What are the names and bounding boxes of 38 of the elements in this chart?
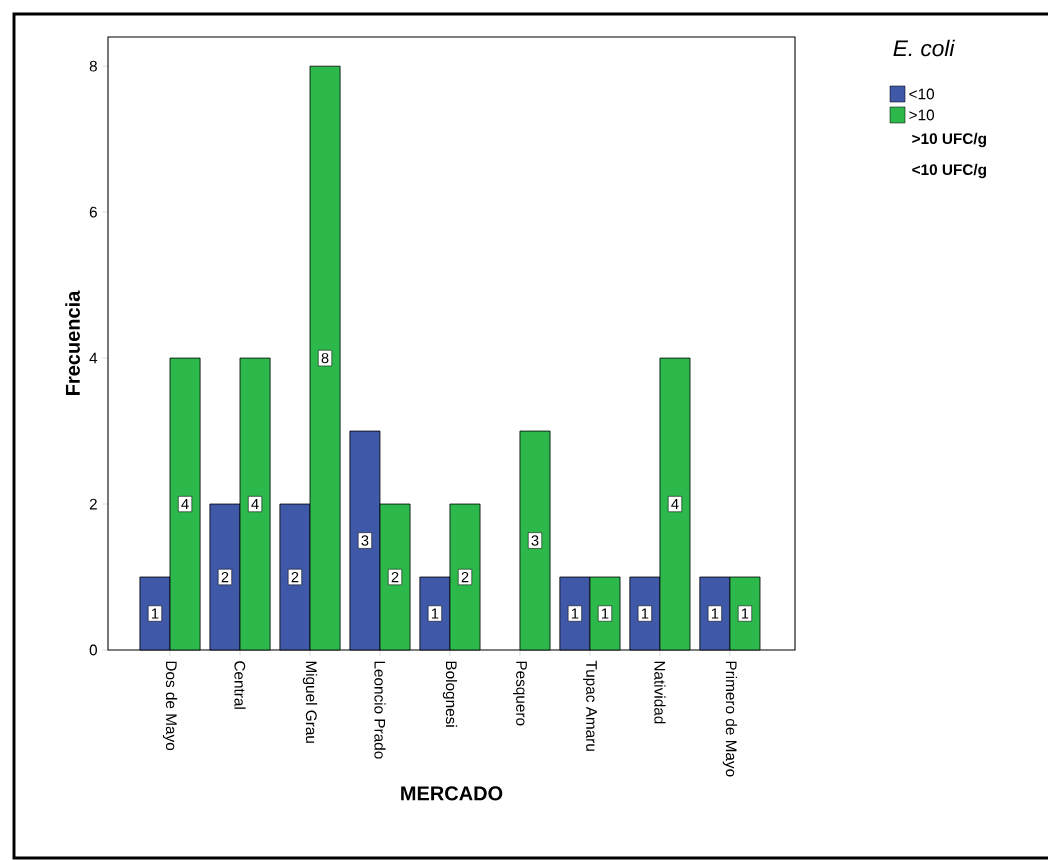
y-tick-label: 2: [89, 498, 97, 510]
data-label: 2: [461, 571, 469, 583]
data-label: 1: [602, 608, 609, 619]
data-label: 1: [431, 608, 439, 619]
data-label: 8: [321, 352, 329, 364]
x-tick-label: Tupac Amaru: [583, 660, 597, 751]
x-tick-label: Pesquero: [513, 661, 527, 726]
x-tick-label: Miguel Grau: [302, 661, 318, 743]
x-axis-title: MERCADO: [401, 786, 503, 801]
data-label: 3: [531, 535, 539, 546]
legend-title: E. coli: [893, 39, 955, 57]
x-tick-label: Leoncio Prado: [374, 661, 386, 759]
data-label: 1: [711, 608, 719, 619]
data-label: 4: [251, 499, 259, 510]
data-label: 4: [181, 499, 189, 510]
data-label: 2: [291, 571, 299, 583]
x-tick-label: Natividad: [654, 661, 666, 724]
data-label: 2: [391, 571, 399, 583]
data-label: 4: [671, 499, 679, 510]
data-label: 1: [741, 608, 749, 619]
y-tick-label: 4: [89, 352, 98, 364]
x-tick-label: Dos de Mayo: [162, 661, 178, 751]
x-tick-label: Central: [234, 661, 246, 709]
legend-label: >10: [909, 109, 935, 121]
text: <10 UFC/g: [912, 163, 986, 179]
y-tick-label: 8: [89, 60, 97, 72]
data-label: 1: [571, 608, 579, 619]
data-label: 1: [151, 608, 159, 619]
y-tick-label: 6: [89, 206, 97, 218]
data-label: 3: [361, 535, 369, 546]
data-label: 1: [641, 608, 649, 619]
y-axis-title: Frecuencia: [65, 290, 80, 395]
text: >10 UFC/g: [912, 132, 986, 148]
x-tick-label: Primero de Mayo: [722, 661, 738, 777]
legend-label: <10: [909, 88, 935, 100]
x-tick-label: Bolognesi: [442, 661, 458, 727]
y-tick-label: 0: [89, 644, 97, 656]
data-label: 2: [221, 571, 229, 583]
